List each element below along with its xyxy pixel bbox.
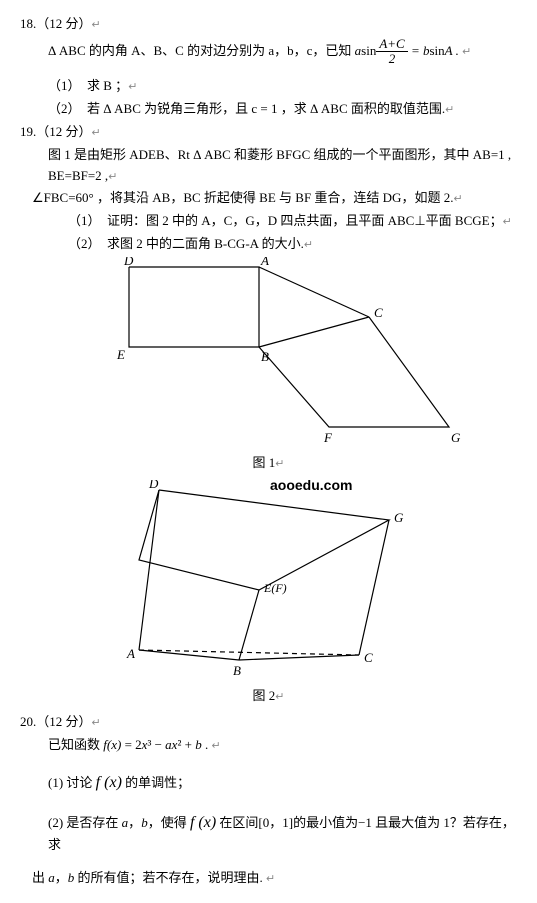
q18-sub1: （1） 求 B ；↵ [20,76,517,97]
q19-fig1: D A C E B F G [69,257,469,447]
svg-text:A: A [260,257,269,268]
q19-p1: 图 1 是由矩形 ADEB、Rt Δ ABC 和菱形 BFGC 组成的一个平面图… [20,145,517,187]
q19-fig1-caption: 图 1↵ [20,453,517,474]
svg-text:D: D [123,257,134,268]
q20-stem: 已知函数 f(x) = 2x³ − ax² + b . ↵ [20,735,517,756]
q19-sub1: （1） 证明：图 2 中的 A，C，G，D 四点共面，且平面 ABC⊥平面 BC… [20,211,517,232]
q20-sub1: (1) 讨论 f (x) 的单调性； [20,770,517,796]
q19-fig1-wrap: D A C E B F G 图 1↵ [20,257,517,474]
q19-sub2: （2） 求图 2 中的二面角 B-CG-A 的大小.↵ [20,234,517,255]
q18-sub2: （2） 若 Δ ABC 为锐角三角形，且 c = 1 ，求 Δ ABC 面积的取… [20,99,517,120]
q19-p2: ∠FBC=60° ，将其沿 AB，BC 折起使得 BE 与 BF 重合，连结 D… [20,188,517,209]
svg-text:C: C [374,305,383,320]
svg-text:E(F): E(F) [263,581,287,595]
q19-fig2: D G E(F) A B C [89,480,449,680]
svg-text:G: G [394,510,404,525]
q19-fig2-caption: 图 2↵ [20,686,517,707]
q18-header: 18.（12 分）↵ [20,14,517,35]
svg-text:C: C [364,650,373,665]
svg-text:A: A [126,646,135,661]
return-mark: ↵ [92,19,101,31]
svg-text:F: F [323,430,333,445]
svg-text:E: E [116,347,125,362]
svg-text:B: B [233,663,241,678]
q19-header: 19.（12 分）↵ [20,122,517,143]
q18-stem: Δ ABC 的内角 A、B、C 的对边分别为 a，b，c，已知 asinA+C2… [20,37,517,67]
svg-text:G: G [451,430,461,445]
svg-text:D: D [148,480,159,491]
svg-text:B: B [261,349,269,364]
q20-header: 20.（12 分）↵ [20,712,517,733]
q20-sub2a: (2) 是否存在 a，b，使得 f (x) 在区间[0，1]的最小值为−1 且最… [20,810,517,856]
q20-sub2b: 出 a，b 的所有值；若不存在，说明理由. ↵ [20,868,517,889]
q19-fig2-wrap: aooedu.com D G E(F) A B C 图 2↵ [20,480,517,707]
return-mark: ↵ [462,46,471,58]
